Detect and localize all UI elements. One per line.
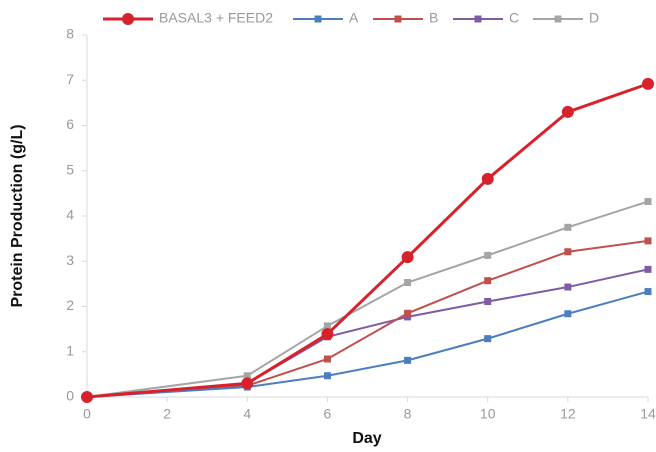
y-tick-label: 2	[66, 297, 74, 313]
data-point	[404, 309, 412, 317]
data-point	[642, 77, 654, 90]
legend-marker	[314, 15, 322, 23]
legend-label: D	[589, 10, 599, 26]
data-point	[323, 322, 331, 330]
data-point	[243, 372, 251, 380]
data-point	[484, 298, 492, 306]
data-point	[241, 377, 254, 390]
data-point	[323, 355, 331, 363]
y-tick-label: 6	[66, 116, 74, 132]
series-line	[86, 239, 649, 398]
y-axis-title: Protein Production (g/L)	[9, 124, 26, 307]
x-tick-label: 2	[163, 406, 171, 422]
legend-marker	[394, 15, 402, 23]
data-point	[561, 105, 574, 118]
x-tick-label: 8	[404, 406, 412, 422]
legend-label: C	[509, 10, 519, 26]
data-point	[644, 288, 652, 296]
series-line	[86, 268, 649, 398]
x-axis-title: Day	[352, 430, 381, 447]
legend-marker	[122, 13, 134, 25]
data-point	[481, 172, 494, 185]
data-point	[404, 356, 412, 364]
legend-marker	[554, 15, 562, 23]
legend-label: BASAL3 + FEED2	[159, 10, 273, 26]
data-point	[81, 391, 93, 403]
data-point	[564, 248, 572, 256]
data-point	[484, 251, 492, 259]
data-point	[484, 277, 492, 285]
x-tick-label: 6	[324, 406, 332, 422]
y-tick-label: 5	[66, 161, 74, 177]
y-tick-label: 8	[66, 26, 74, 42]
y-tick-label: 3	[66, 252, 74, 268]
x-tick-label: 12	[560, 406, 576, 422]
data-point	[484, 335, 492, 343]
series-line	[86, 290, 649, 398]
data-point	[644, 265, 652, 273]
data-point	[401, 251, 414, 264]
data-point	[323, 372, 331, 380]
series-line	[86, 82, 649, 399]
x-tick-label: 4	[243, 406, 251, 422]
data-point	[564, 283, 572, 291]
data-point	[644, 198, 652, 206]
x-tick-label: 14	[640, 406, 656, 422]
data-point	[564, 310, 572, 318]
y-tick-label: 4	[66, 207, 74, 223]
data-point	[564, 223, 572, 231]
y-tick-label: 7	[66, 71, 74, 87]
data-point	[644, 237, 652, 245]
x-tick-label: 10	[480, 406, 496, 422]
legend-label: B	[429, 10, 438, 26]
data-point	[404, 313, 412, 321]
legend-label: A	[349, 10, 359, 26]
y-tick-label: 1	[66, 342, 74, 358]
data-point	[404, 279, 412, 287]
legend-marker	[474, 15, 482, 23]
y-tick-label: 0	[66, 388, 74, 404]
x-tick-label: 0	[83, 406, 91, 422]
data-point	[321, 328, 334, 341]
